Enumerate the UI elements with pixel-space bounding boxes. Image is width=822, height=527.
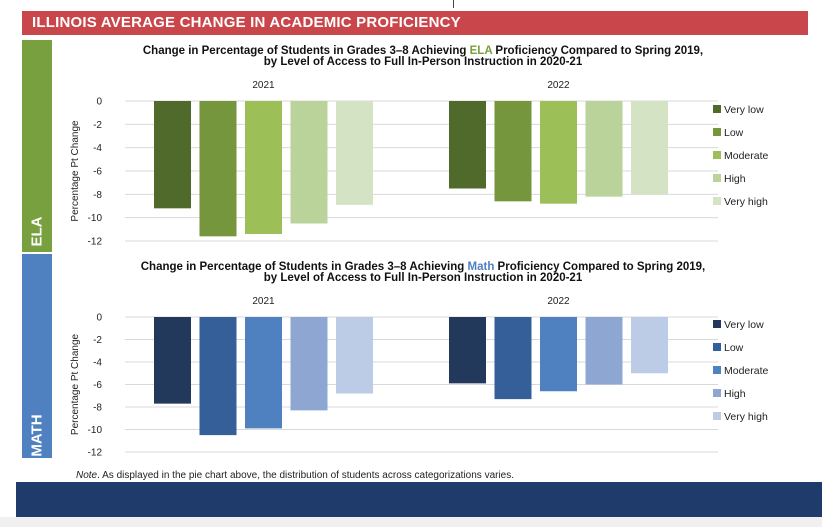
chart1-title-prefix: Change in Percentage of Students in Grad…: [143, 45, 470, 57]
chart2-y-tick-label: -12: [88, 448, 103, 459]
footnote: Note. As displayed in the pie chart abov…: [76, 470, 514, 481]
bottom-strip: [0, 517, 822, 527]
chart2-legend-label-moderate: Moderate: [724, 365, 769, 377]
chart1-bar-moderate-2021: [245, 101, 282, 234]
chart1-bar-very-low-2022: [449, 101, 486, 189]
chart1-y-tick-label: 0: [96, 97, 102, 108]
chart2-y-tick-label: -10: [88, 425, 103, 436]
chart1-title: Change in Percentage of Students in Grad…: [143, 45, 703, 57]
chart1-bar-high-2022: [585, 101, 623, 197]
chart1-group-label-2021: 2021: [252, 80, 275, 91]
chart2-y-tick-label: 0: [96, 313, 102, 324]
math-tab-label: MATH: [28, 414, 46, 457]
charts-svg: Change in Percentage of Students in Grad…: [70, 45, 769, 459]
chart2-legend-swatch-low: [713, 343, 721, 351]
chart2-legend-swatch-very-low: [713, 320, 721, 328]
chart1-legend-swatch-very-high: [713, 197, 721, 205]
chart1-y-tick-label: -10: [88, 213, 103, 224]
chart1-bar-very-high-2022: [631, 101, 668, 195]
ela-tab-label: ELA: [28, 216, 46, 247]
chart2-bar-low-2022: [494, 317, 532, 400]
chart2-bar-high-2021: [290, 317, 328, 411]
page-left-border: [0, 0, 16, 480]
chart2-legend-swatch-moderate: [713, 366, 721, 374]
chart1-subtitle: by Level of Access to Full In-Person Ins…: [264, 56, 583, 68]
chart2-y-axis-label: Percentage Pt Change: [70, 333, 81, 435]
chart1-legend-label-very-high: Very high: [724, 196, 768, 208]
chart2-title-highlight: Math: [468, 261, 495, 273]
chart2-legend-label-low: Low: [724, 342, 744, 354]
chart1-legend-label-moderate: Moderate: [724, 150, 769, 162]
chart1-legend-swatch-moderate: [713, 151, 721, 159]
chart1-legend-swatch-low: [713, 128, 721, 136]
chart2-y-tick-label: -8: [93, 403, 102, 414]
chart2-bar-moderate-2022: [540, 317, 577, 392]
chart1-y-axis-label: Percentage Pt Change: [70, 120, 81, 222]
ela-section-tab: ELA: [22, 40, 52, 252]
chart2-title-prefix: Change in Percentage of Students in Grad…: [141, 261, 468, 273]
chart2-bar-high-2022: [585, 317, 623, 385]
footer-bar: [16, 482, 822, 517]
chart2-y-tick-label: -4: [93, 358, 102, 369]
chart2-subtitle: by Level of Access to Full In-Person Ins…: [264, 272, 583, 284]
chart2-bar-very-low-2021: [154, 317, 191, 404]
chart1-bar-very-high-2021: [336, 101, 373, 205]
chart2-bar-very-high-2021: [336, 317, 373, 394]
footnote-label: Note: [76, 470, 98, 481]
chart2-bar-low-2021: [199, 317, 237, 436]
math-section-tab: MATH: [22, 254, 52, 458]
chart1-title-suffix: Proficiency Compared to Spring 2019,: [492, 45, 703, 57]
chart1-bar-very-low-2021: [154, 101, 191, 209]
chart1-y-tick-label: -8: [93, 190, 102, 201]
chart2-bar-very-high-2022: [631, 317, 668, 374]
chart2-bar-very-low-2022: [449, 317, 486, 384]
chart1-legend-label-high: High: [724, 173, 746, 185]
chart1-bar-low-2022: [494, 101, 532, 202]
chart2-legend-swatch-high: [713, 389, 721, 397]
chart2-legend-label-very-low: Very low: [724, 319, 764, 331]
chart1-y-tick-label: -4: [93, 143, 102, 154]
chart1-legend-swatch-very-low: [713, 105, 721, 113]
chart2-legend-swatch-very-high: [713, 412, 721, 420]
chart2-y-tick-label: -6: [93, 380, 102, 391]
top-divider: [453, 0, 454, 8]
chart1-y-tick-label: -12: [88, 237, 103, 248]
chart1-bar-high-2021: [290, 101, 328, 224]
chart1-bar-moderate-2022: [540, 101, 577, 204]
chart2-legend-label-very-high: Very high: [724, 411, 768, 423]
chart2-y-tick-label: -2: [93, 335, 102, 346]
chart1-group-label-2022: 2022: [547, 80, 570, 91]
chart2-title: Change in Percentage of Students in Grad…: [141, 261, 706, 273]
chart1-y-tick-label: -6: [93, 167, 102, 178]
chart2-group-label-2021: 2021: [252, 296, 275, 307]
chart1-title-highlight: ELA: [470, 45, 493, 57]
chart1-y-tick-label: -2: [93, 120, 102, 131]
page-banner: ILLINOIS AVERAGE CHANGE IN ACADEMIC PROF…: [22, 11, 808, 35]
chart2-title-suffix: Proficiency Compared to Spring 2019,: [494, 261, 705, 273]
chart1-bar-low-2021: [199, 101, 237, 237]
chart2-bar-moderate-2021: [245, 317, 282, 429]
chart1-legend-swatch-high: [713, 174, 721, 182]
chart1-legend-label-low: Low: [724, 127, 744, 139]
charts-container: Change in Percentage of Students in Grad…: [52, 40, 808, 480]
chart1-legend-label-very-low: Very low: [724, 104, 764, 116]
chart2-group-label-2022: 2022: [547, 296, 570, 307]
chart2-legend-label-high: High: [724, 388, 746, 400]
footnote-text: . As displayed in the pie chart above, t…: [97, 470, 515, 481]
